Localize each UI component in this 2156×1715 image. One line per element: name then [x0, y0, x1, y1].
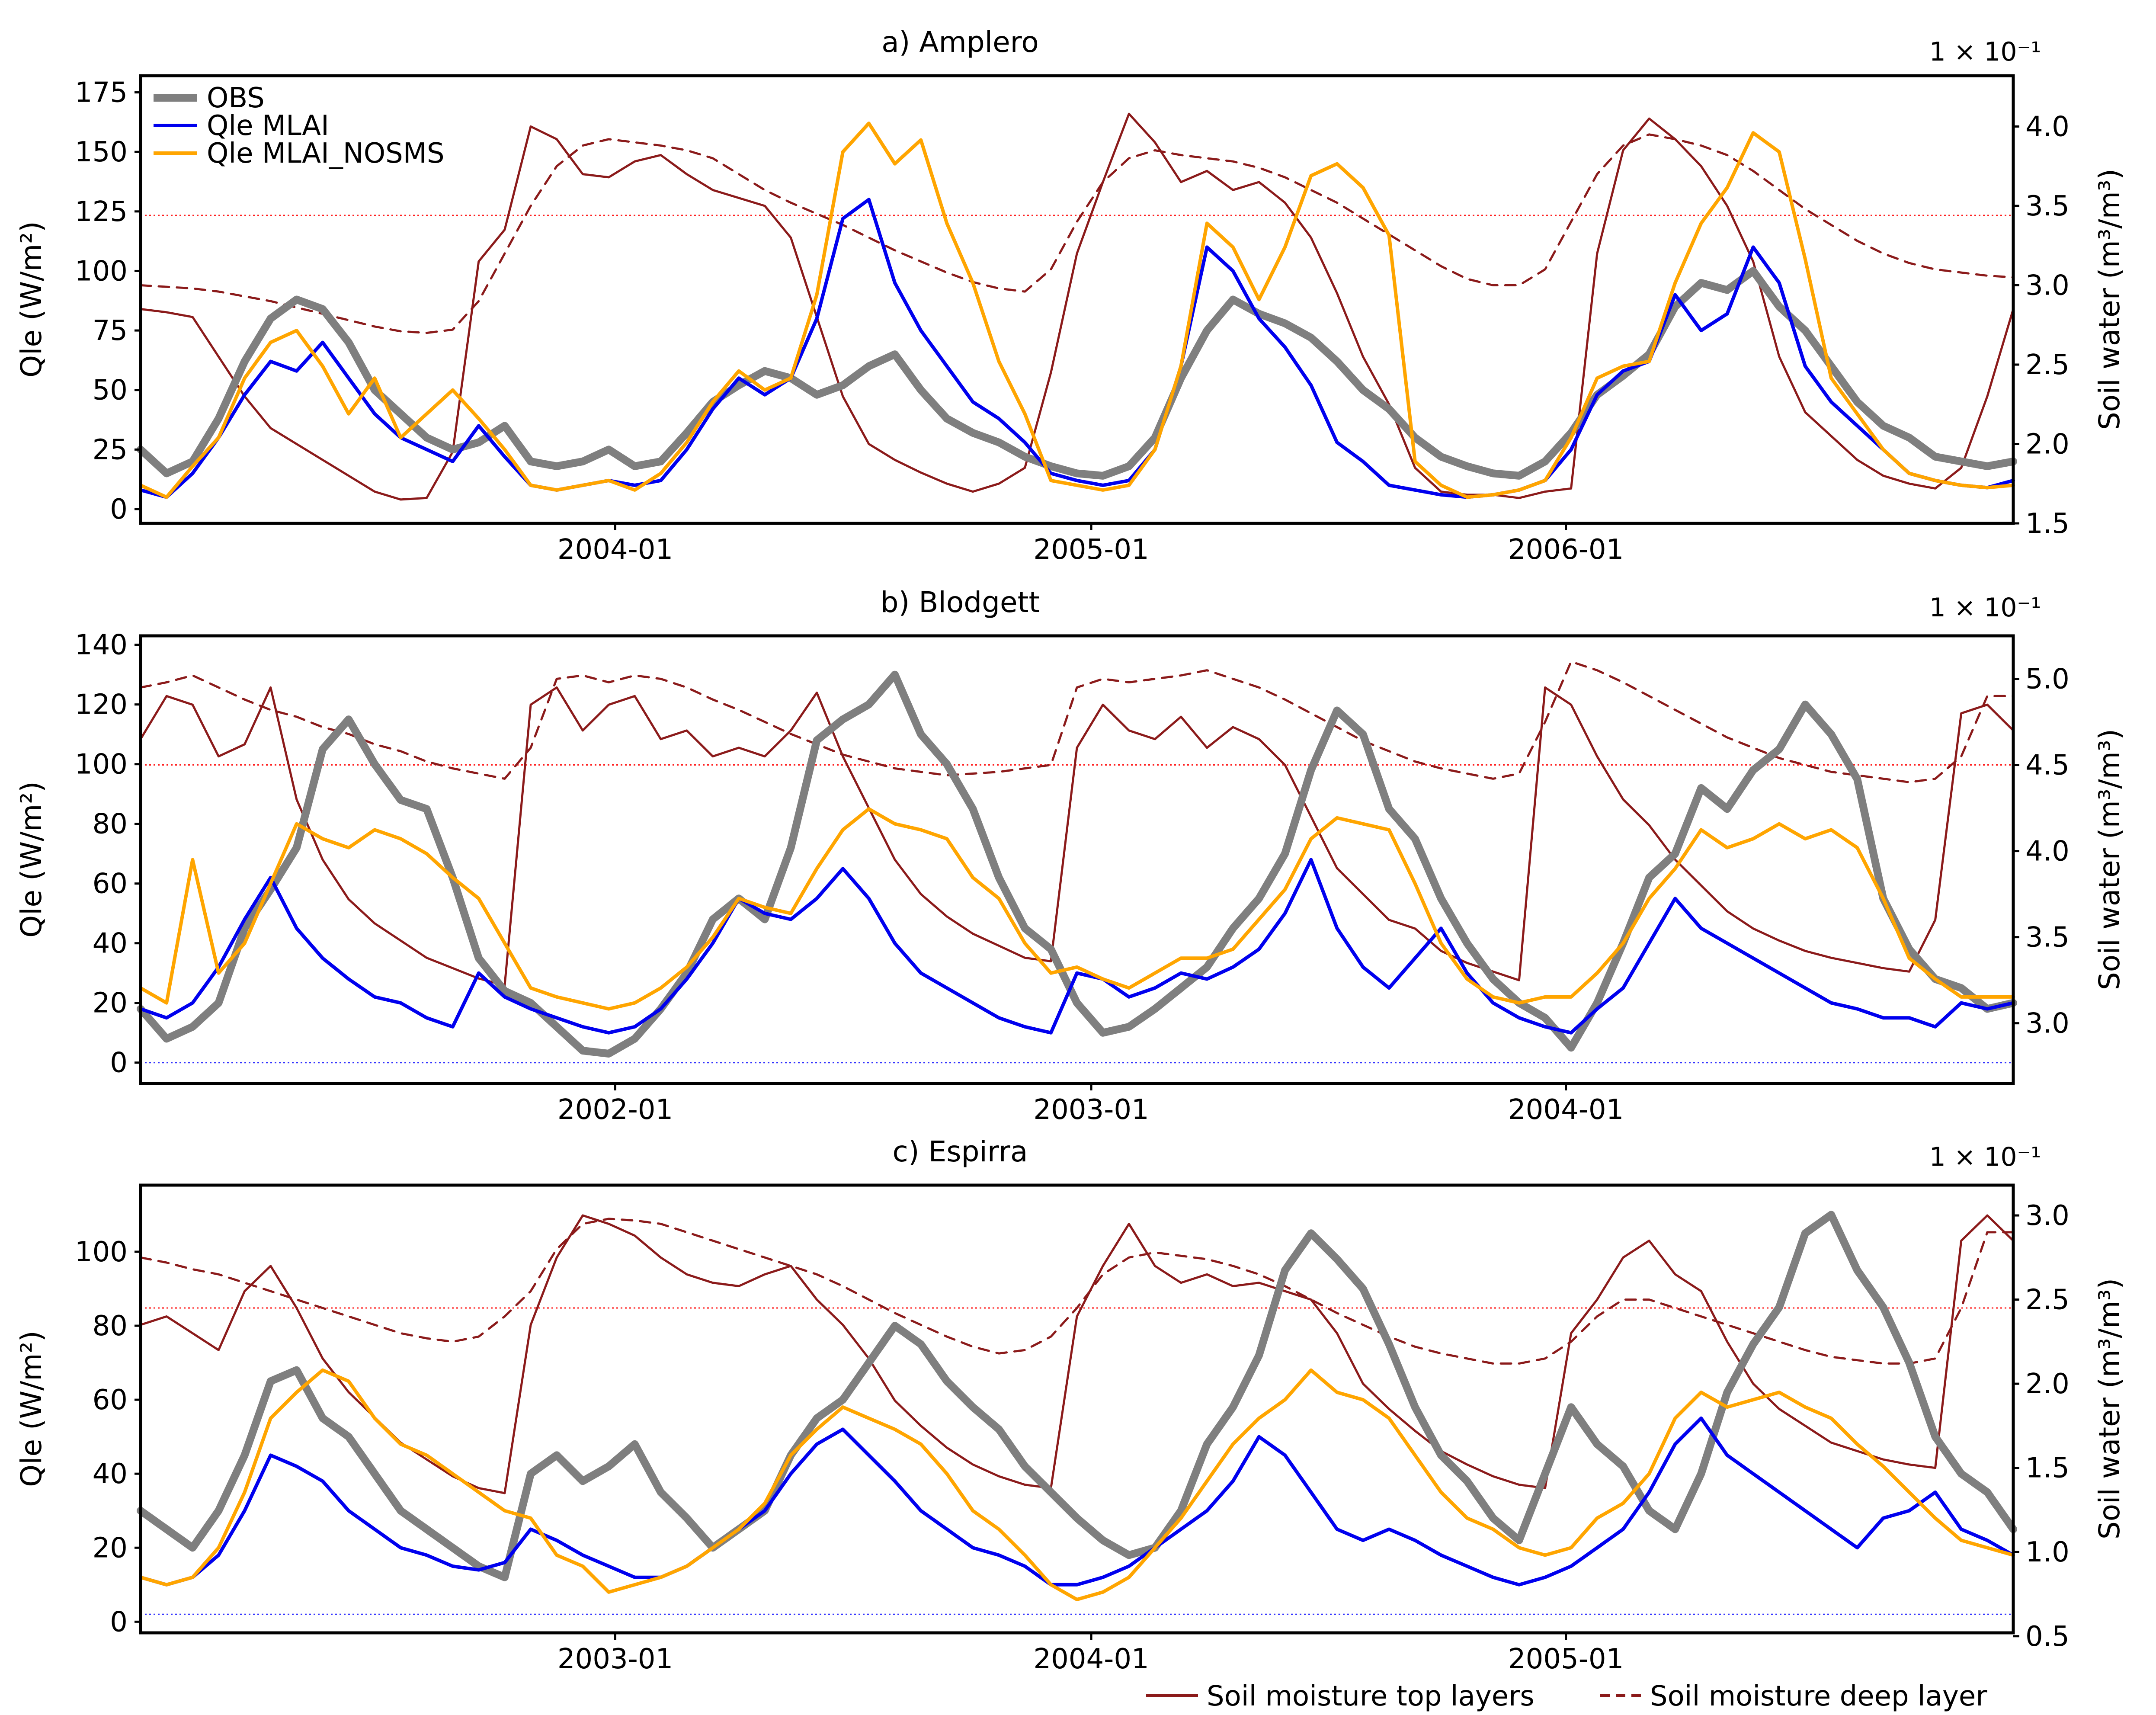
y-tick-label: 0: [110, 1047, 128, 1079]
series-line-obs: [137, 1211, 2017, 1581]
series-line-qle-mlai: [139, 858, 2015, 1035]
plot-area: 0 20 40 60 80 100 0.5 1.0 1.5 2.0 2.5 3.0 2003-01 200…: [75, 1200, 2070, 1675]
y2-multiplier: 1 × 10⁻¹: [1929, 37, 2041, 67]
y-tick-label: 60: [93, 868, 128, 900]
y2-tick-label: 2.0: [2025, 1368, 2070, 1400]
y-axis-label: Qle (W/m²): [15, 1330, 48, 1487]
legend-label-obs: OBS: [207, 82, 265, 114]
y2-tick-label: 4.0: [2025, 836, 2070, 868]
y2-tick-label: 1.5: [2025, 1452, 2070, 1484]
series-line-soil-moisture-deep-layer: [139, 660, 2015, 783]
y2-tick-label: 4.0: [2025, 111, 2070, 143]
y-axis-label: Qle (W/m²): [15, 221, 48, 378]
panel-title: b) Blodgett: [881, 586, 1040, 619]
panel-title: c) Espirra: [893, 1135, 1028, 1168]
series-line-qle-mlai: [139, 1416, 2015, 1587]
y-tick-label: 40: [93, 1458, 128, 1490]
legend-label-nosms: Qle MLAI_NOSMS: [207, 138, 445, 170]
y-tick-label: 140: [75, 629, 128, 661]
y2-tick-label: 3.0: [2025, 269, 2070, 301]
series-line-obs: [137, 267, 2017, 480]
series-line-soil-moisture-top-layers: [139, 112, 2015, 501]
y2-tick-label: 1.0: [2025, 1536, 2070, 1568]
y-tick-label: 75: [93, 315, 128, 347]
panel-blodgett: b) Blodgett 1 × 10⁻¹ 0 20 40 60 80 100 120 140 3…: [15, 586, 2126, 1126]
y2-tick-label: 3.5: [2025, 190, 2070, 222]
plot-area: 0 25 50 75 100 125 150 175 1.5 2.0 2.5 3.0 3.5 4.0 200…: [75, 77, 2070, 566]
y2-tick-label: 4.5: [2025, 750, 2070, 782]
series-line-qle-mlai: [139, 198, 2015, 499]
y2-multiplier: 1 × 10⁻¹: [1929, 1142, 2041, 1172]
y-tick-label: 100: [75, 255, 128, 287]
y2-tick-label: 5.0: [2025, 664, 2070, 696]
series-line-soil-moisture-deep-layer: [139, 133, 2015, 334]
y-tick-label: 80: [93, 808, 128, 840]
y2-tick-label: 2.5: [2025, 1284, 2070, 1316]
y2-axis-label: Soil water (m³/m³): [2093, 1278, 2126, 1539]
y-tick-label: 100: [75, 749, 128, 781]
y-tick-label: 120: [75, 689, 128, 721]
y-tick-label: 60: [93, 1384, 128, 1416]
x-tick-label: 2005-01: [1508, 1643, 1624, 1675]
x-tick-label: 2005-01: [1033, 534, 1149, 566]
y2-tick-label: 3.5: [2025, 922, 2070, 954]
y2-axis-label: Soil water (m³/m³): [2093, 169, 2126, 430]
x-tick-label: 2002-01: [557, 1094, 673, 1126]
y2-tick-label: 3.0: [2025, 1008, 2070, 1040]
y2-tick-label: 3.0: [2025, 1200, 2070, 1232]
y-tick-label: 150: [75, 136, 128, 168]
legend-label-deep-layer: Soil moisture deep layer: [1650, 1680, 1987, 1712]
axes-frame: [139, 74, 2015, 525]
legend: Soil moisture top layers Soil moisture d…: [1146, 1680, 1987, 1712]
y2-multiplier: 1 × 10⁻¹: [1929, 593, 2041, 623]
y-tick-label: 80: [93, 1310, 128, 1342]
x-tick-label: 2004-01: [1033, 1643, 1149, 1675]
legend: OBS Qle MLAI Qle MLAI_NOSMS: [154, 82, 445, 170]
y-tick-label: 175: [75, 77, 128, 109]
panel-espirra: c) Espirra 1 × 10⁻¹ 0 20 40 60 80 100 0.5 1.0 1.…: [15, 1135, 2126, 1712]
y2-tick-label: 1.5: [2025, 508, 2070, 540]
series-line-qle-mlai-nosms: [139, 122, 2015, 499]
panel-title: a) Amplero: [881, 26, 1039, 59]
y-tick-label: 25: [93, 434, 128, 466]
y-tick-label: 20: [93, 1532, 128, 1564]
axes-frame: [139, 634, 2015, 1085]
x-tick-label: 2006-01: [1508, 534, 1624, 566]
y2-tick-label: 2.0: [2025, 428, 2070, 460]
y-tick-label: 125: [75, 196, 128, 228]
x-tick-label: 2003-01: [557, 1643, 673, 1675]
series-line-qle-mlai-nosms: [139, 1368, 2015, 1601]
y2-tick-label: 0.5: [2025, 1621, 2070, 1653]
y-tick-label: 40: [93, 928, 128, 960]
panel-amplero: a) Amplero 1 × 10⁻¹ 0 25 50 75 100 125 150 175 1…: [15, 26, 2126, 566]
y-tick-label: 0: [110, 1606, 128, 1638]
legend-label-top-layers: Soil moisture top layers: [1207, 1680, 1535, 1712]
axes-frame: [139, 1183, 2015, 1635]
series-line-obs: [137, 670, 2017, 1058]
series-line-soil-moisture-top-layers: [139, 686, 2015, 987]
y-tick-label: 0: [110, 494, 128, 526]
x-tick-label: 2003-01: [1033, 1094, 1149, 1126]
y-tick-label: 50: [93, 375, 128, 407]
y2-axis-label: Soil water (m³/m³): [2093, 729, 2126, 990]
series-line-soil-moisture-top-layers: [139, 1214, 2015, 1494]
series-line-qle-mlai-nosms: [139, 807, 2015, 1011]
y-axis-label: Qle (W/m²): [15, 781, 48, 938]
series-line-soil-moisture-deep-layer: [139, 1218, 2015, 1365]
y-tick-label: 20: [93, 987, 128, 1019]
plot-area: 0 20 40 60 80 100 120 140 3.0 3.5 4.0 4.5 5.0 2002-01…: [75, 629, 2070, 1126]
x-tick-label: 2004-01: [557, 534, 673, 566]
y2-tick-label: 2.5: [2025, 349, 2070, 381]
x-tick-label: 2004-01: [1508, 1094, 1624, 1126]
legend-label-mlai: Qle MLAI: [207, 110, 329, 142]
y-tick-label: 100: [75, 1236, 128, 1268]
